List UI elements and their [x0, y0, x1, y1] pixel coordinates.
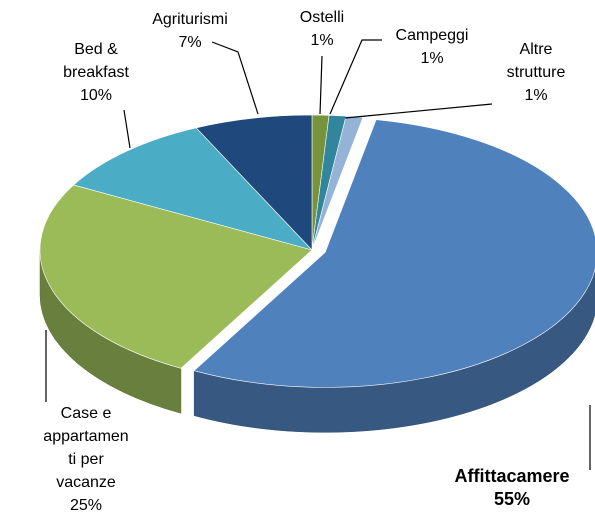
leader-line	[344, 103, 493, 119]
category-name: Bed & breakfast	[63, 41, 129, 81]
leader-line	[329, 39, 382, 115]
slice-label: Affittacamere 55%	[427, 465, 595, 511]
value-label: 25%	[69, 497, 103, 514]
value-label: 55%	[493, 489, 531, 509]
leader-line	[211, 41, 259, 115]
leader-line	[319, 55, 323, 115]
slice	[193, 119, 595, 388]
slice-label: Case e appartamenti per vacanze 25%	[43, 402, 129, 517]
slice	[39, 184, 313, 369]
category-name: Altre strutture	[506, 41, 566, 81]
value-label: 7%	[178, 34, 202, 51]
value-label: 10%	[79, 87, 113, 104]
category-name: Agriturismi	[152, 11, 228, 28]
category-name: Affittacamere	[454, 466, 570, 486]
category-name: Campeggi	[395, 27, 469, 44]
slice-label: Agriturismi 7%	[140, 8, 240, 54]
slice-label: Campeggi 1%	[387, 24, 477, 70]
value-label: 1%	[524, 87, 548, 104]
slice	[195, 114, 313, 251]
leader-line	[123, 109, 131, 149]
category-name: Case e appartamenti per vacanze	[43, 405, 129, 491]
slice-label: Bed & breakfast 10%	[51, 38, 141, 107]
slice	[73, 127, 313, 251]
value-label: 1%	[310, 32, 334, 49]
category-name: Ostelli	[299, 9, 345, 26]
slice-label: Altre strutture 1%	[491, 38, 581, 107]
slice-label: Ostelli 1%	[282, 6, 362, 52]
value-label: 1%	[420, 50, 444, 67]
